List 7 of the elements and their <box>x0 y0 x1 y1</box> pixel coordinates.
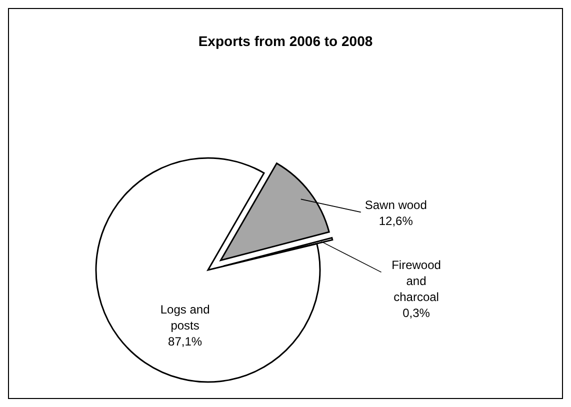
chart-title: Exports from 2006 to 2008 <box>198 33 373 49</box>
slice-label: Firewood and charcoal <box>392 258 441 304</box>
data-label: 12,6% <box>378 214 414 228</box>
data-label: 87,1% <box>168 334 202 348</box>
data-label: 0,3% <box>402 306 430 320</box>
slice-label: Logs and posts <box>160 302 210 332</box>
slice-label: Sawn wood <box>364 198 427 212</box>
